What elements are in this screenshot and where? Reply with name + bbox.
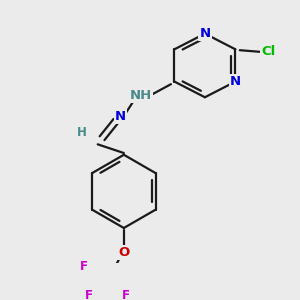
Text: N: N xyxy=(115,110,126,123)
Text: NH: NH xyxy=(130,89,152,102)
Text: N: N xyxy=(199,27,211,40)
Text: H: H xyxy=(77,126,87,139)
Text: Cl: Cl xyxy=(261,45,276,58)
Text: F: F xyxy=(85,290,93,300)
Text: F: F xyxy=(80,260,88,273)
Text: O: O xyxy=(118,246,130,259)
Text: N: N xyxy=(230,75,241,88)
Text: F: F xyxy=(122,290,130,300)
